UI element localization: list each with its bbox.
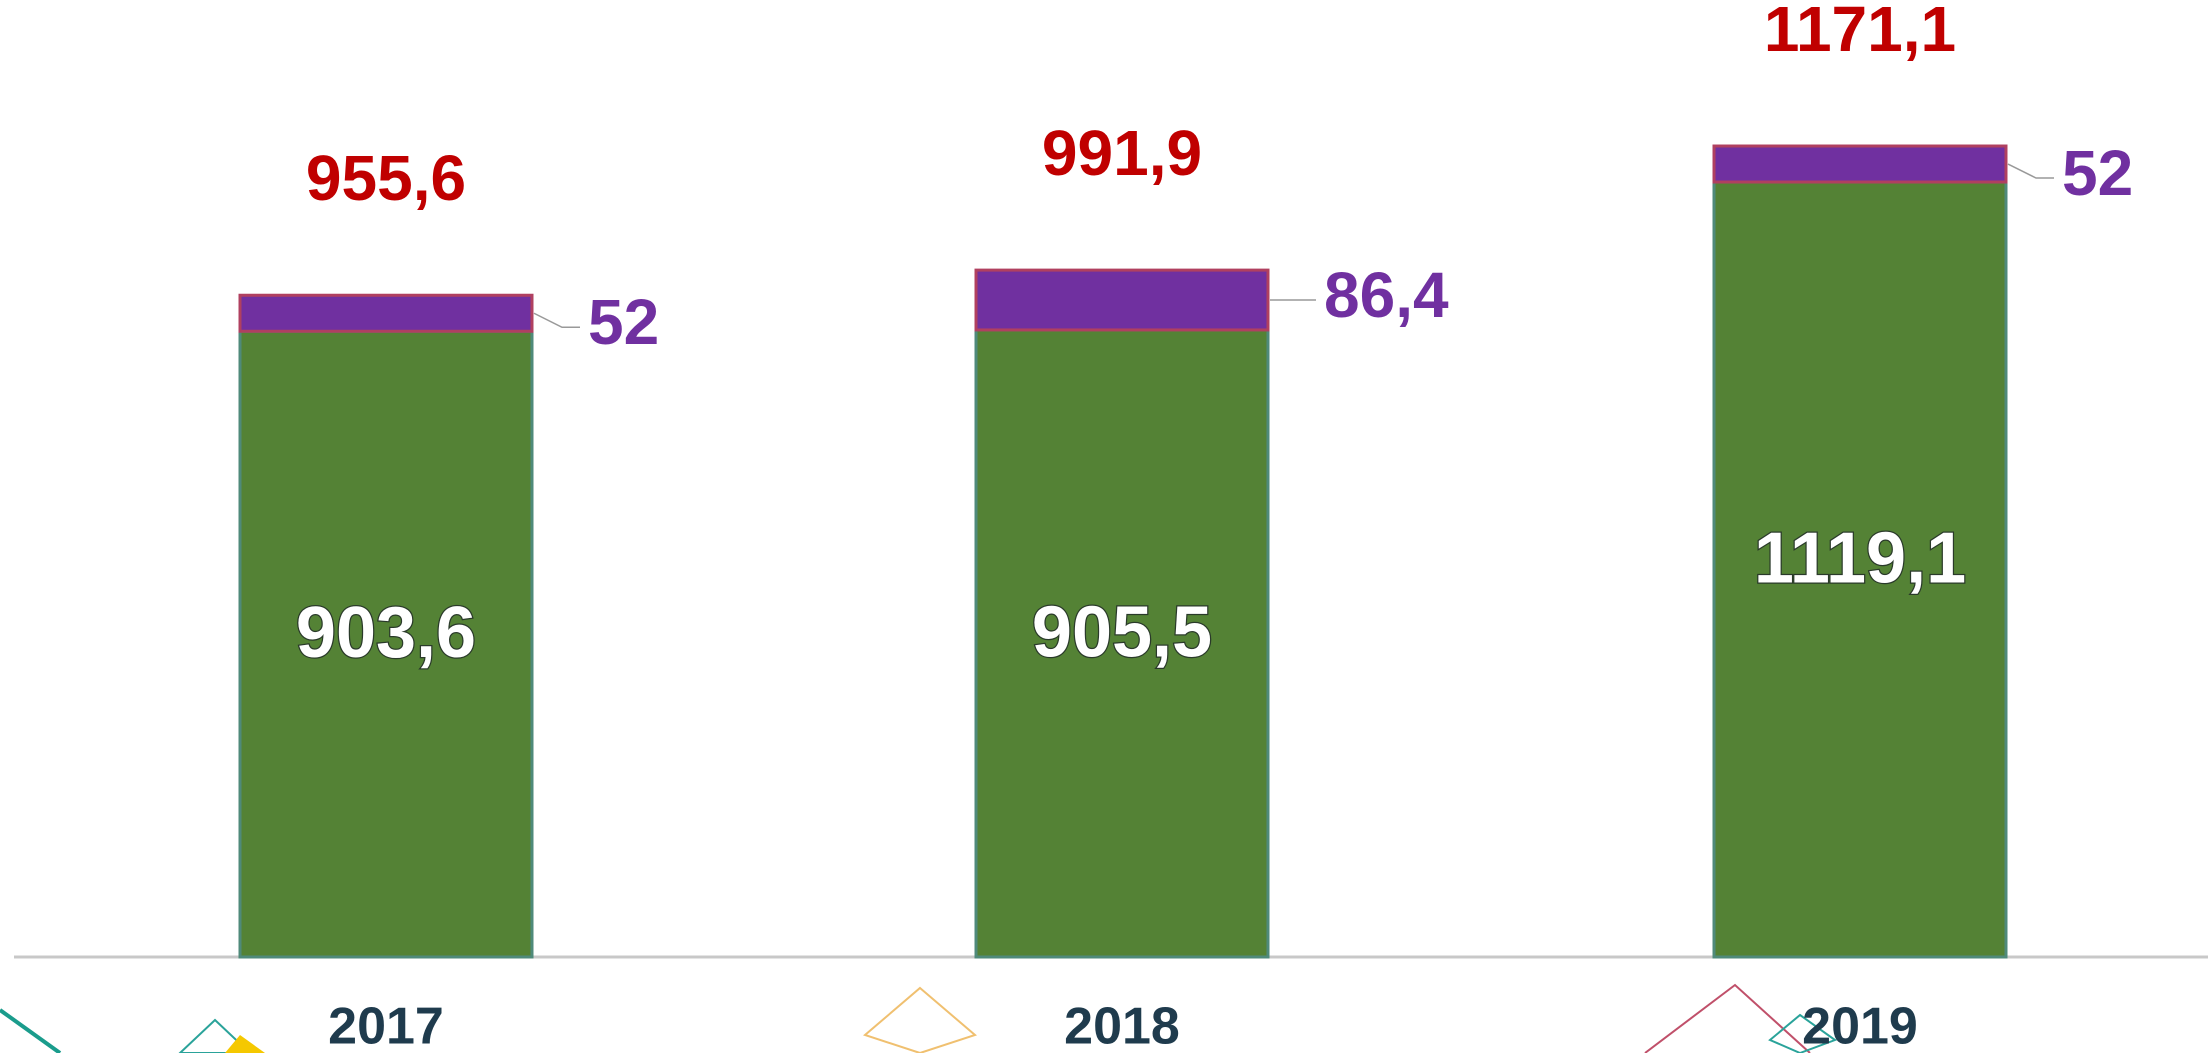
total-label: 991,9 [1042,117,1202,189]
leader-line [2007,163,2054,179]
bar-segment [238,329,534,959]
x-tick-label: 2019 [1802,998,1918,1053]
bar-segment [974,328,1270,959]
bar-segment [974,268,1270,332]
segment-label: 52 [2062,137,2133,209]
decoration [0,983,1838,1053]
segment-label: 903,6 [296,593,476,673]
segment-label: 1119,1 [1754,519,1966,599]
bar-segment [238,293,534,333]
x-tick-label: 2017 [328,998,444,1053]
total-label: 955,6 [306,142,466,214]
bar-segment [1712,144,2008,184]
segment-label: 52 [588,286,659,358]
leader-line [533,312,580,329]
bar-segment [1712,180,2008,959]
segment-label: 905,5 [1032,592,1212,672]
segment-label: 86,4 [1324,259,1449,331]
x-tick-label: 2018 [1064,998,1180,1053]
total-label: 1171,1 [1764,0,1956,65]
